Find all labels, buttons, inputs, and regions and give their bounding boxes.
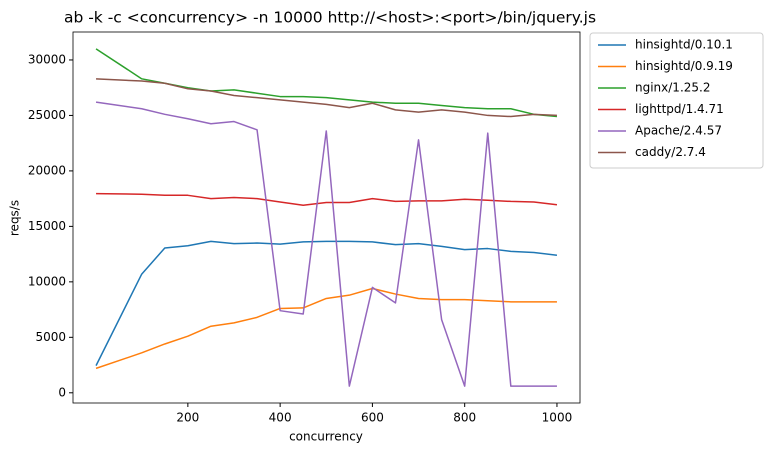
- legend-label: nginx/1.25.2: [635, 81, 710, 95]
- y-tick-label: 0: [58, 385, 66, 399]
- x-tick-label: 1000: [542, 411, 573, 425]
- legend: hinsightd/0.10.1 hinsightd/0.9.19 nginx/1.…: [589, 32, 764, 169]
- x-axis-label: concurrency: [289, 430, 363, 444]
- y-tick-label: 10000: [28, 274, 66, 288]
- legend-label: hinsightd/0.9.19: [635, 59, 733, 73]
- y-tick-label: 25000: [28, 108, 66, 122]
- legend-label: hinsightd/0.10.1: [635, 38, 733, 52]
- y-tick-label: 20000: [28, 163, 66, 177]
- x-tick-label: 400: [269, 411, 292, 425]
- legend-box: [589, 32, 764, 169]
- x-tick-label: 800: [453, 411, 476, 425]
- x-tick-label: 200: [176, 411, 199, 425]
- legend-label: lighttpd/1.4.71: [635, 102, 724, 116]
- plot-frame: [72, 31, 581, 404]
- y-tick-label: 15000: [28, 219, 66, 233]
- y-axis-label: reqs/s: [8, 200, 22, 236]
- data-line: [95, 48, 558, 118]
- y-tick-label: 5000: [35, 330, 66, 344]
- chart-title: ab -k -c <concurrency> -n 10000 http://<…: [64, 9, 596, 27]
- data-line: [95, 101, 557, 387]
- data-line: [95, 287, 557, 370]
- legend-label: Apache/2.4.57: [635, 124, 722, 138]
- legend-label: caddy/2.7.4: [635, 145, 706, 159]
- data-line: [96, 192, 558, 207]
- x-tick-label: 600: [361, 411, 384, 425]
- data-line: [96, 78, 557, 118]
- y-tick-label: 30000: [28, 52, 66, 66]
- data-line: [95, 240, 558, 366]
